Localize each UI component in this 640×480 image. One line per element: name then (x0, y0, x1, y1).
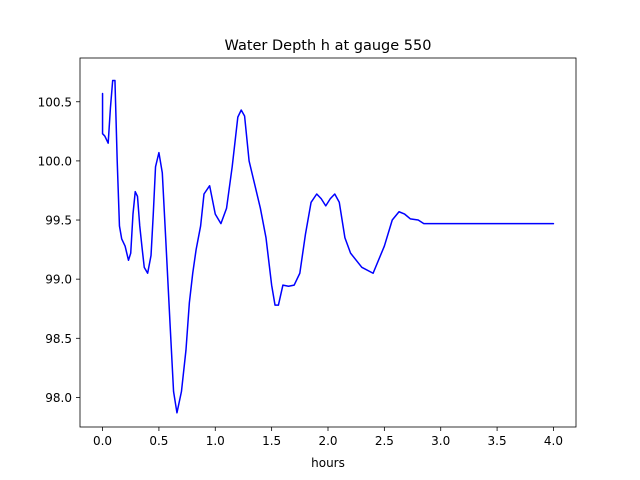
x-axis: 0.0 0.5 1.0 1.5 2.0 2.5 3.0 3.5 4.0 (93, 427, 563, 448)
y-tick-label: 99.5 (45, 214, 72, 228)
y-tick-label: 100.0 (38, 154, 72, 168)
series-line-1 (101, 79, 555, 414)
x-tick-label: 0.5 (149, 434, 168, 448)
x-tick-label: 2.5 (375, 434, 394, 448)
y-tick-label: 99.0 (45, 273, 72, 287)
x-tick-label: 3.5 (488, 434, 507, 448)
chart-title: Water Depth h at gauge 550 (225, 38, 432, 54)
x-tick-label: 2.0 (318, 434, 337, 448)
y-tick-label: 98.5 (45, 332, 72, 346)
x-tick-label: 1.5 (262, 434, 281, 448)
x-tick-label: 4.0 (544, 434, 563, 448)
plot-frame (79, 57, 577, 428)
x-tick-label: 3.0 (431, 434, 450, 448)
y-axis: 98.0 98.5 99.0 99.5 100.0 100.5 (38, 95, 80, 405)
x-tick-label: 0.0 (93, 434, 112, 448)
x-tick-label: 1.0 (206, 434, 225, 448)
y-tick-label: 100.5 (38, 95, 72, 109)
plot-area (79, 57, 577, 428)
x-axis-label: hours (311, 456, 345, 470)
y-tick-label: 98.0 (45, 391, 72, 405)
